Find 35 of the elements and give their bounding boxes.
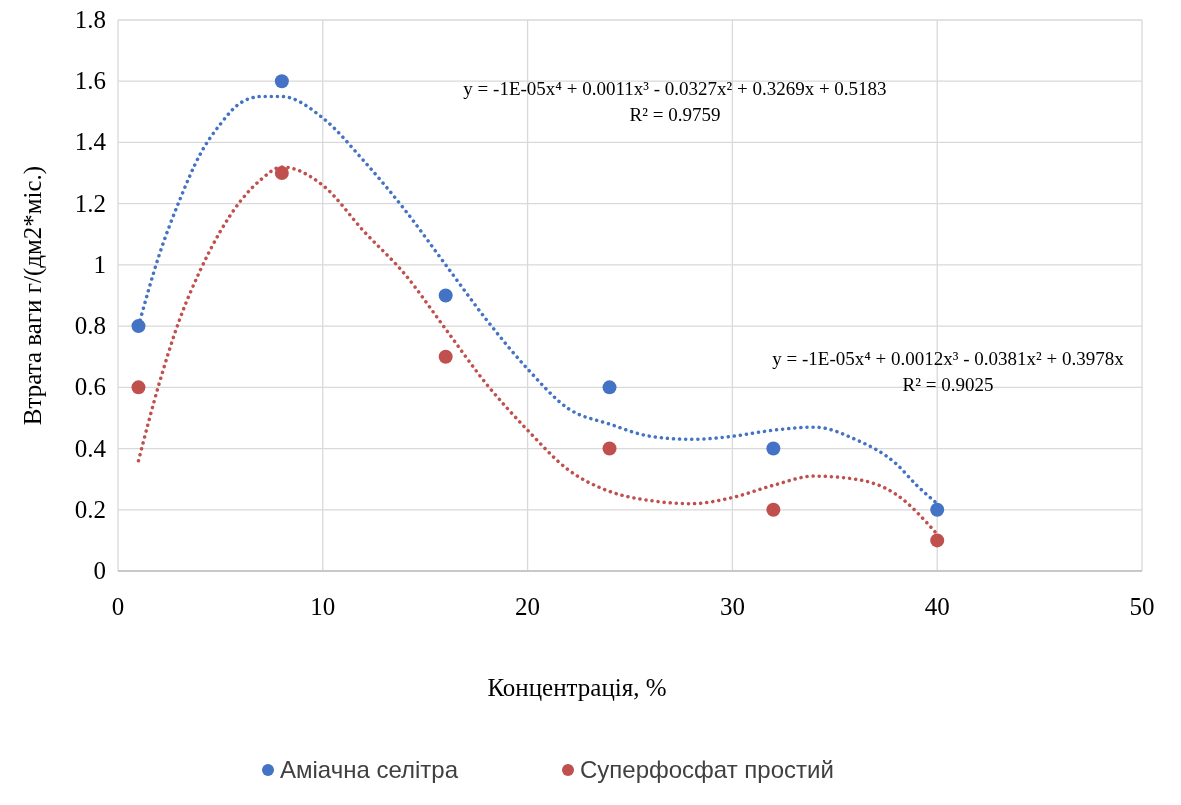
y-tick-label: 1.2	[74, 189, 106, 217]
y-tick-label: 1.6	[74, 67, 106, 95]
point	[602, 380, 617, 395]
y-tick-label: 0	[93, 557, 106, 584]
y-tick-label: 1.4	[74, 128, 107, 156]
point	[930, 533, 945, 548]
legend-label: Суперфосфат простий	[580, 756, 834, 783]
annotation: y = -1E-05x⁴ + 0.0012x³ - 0.0381x² + 0.3978x	[772, 348, 1125, 369]
y-tick-label: 1	[93, 250, 106, 278]
y-tick-label: 0.2	[74, 495, 106, 523]
point	[438, 288, 453, 303]
point	[438, 349, 453, 364]
point	[274, 74, 289, 89]
x-tick-label: 20	[515, 593, 541, 620]
x-tick-label: 10	[310, 593, 336, 620]
annotation: R² = 0.9025	[902, 374, 994, 395]
x-tick-label: 40	[924, 593, 950, 620]
annotation: y = -1E-05x⁴ + 0.0011x³ - 0.0327x² + 0.3269x + 0.5183	[463, 78, 887, 99]
point	[766, 502, 781, 517]
legend-label: Аміачна селітра	[280, 756, 459, 783]
y-tick-label: 1.8	[74, 6, 106, 33]
y-tick-label: 0.6	[74, 373, 106, 401]
x-tick-label: 30	[719, 593, 745, 620]
annotation: R² = 0.9759	[629, 104, 721, 125]
point	[131, 380, 146, 395]
x-axis-title: Концентрація, %	[487, 674, 667, 701]
point	[766, 441, 781, 456]
point	[602, 441, 617, 456]
y-tick-label: 0.8	[74, 312, 106, 340]
x-tick-label: 50	[1129, 593, 1155, 620]
point	[930, 502, 945, 517]
point	[274, 166, 289, 181]
y-tick-label: 0.4	[74, 434, 107, 462]
x-tick-label: 0	[111, 593, 125, 620]
y-axis-title: Втрата ваги г/(дм2*міс.)	[19, 165, 47, 426]
